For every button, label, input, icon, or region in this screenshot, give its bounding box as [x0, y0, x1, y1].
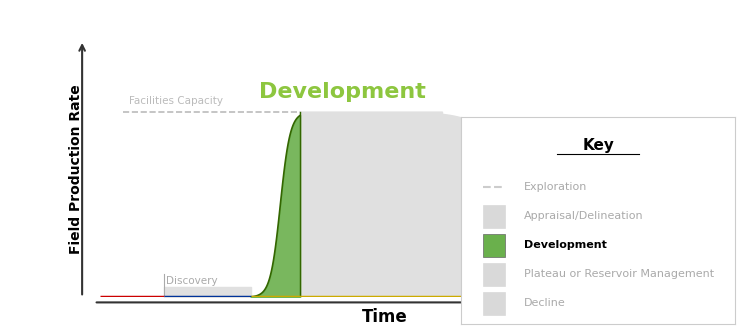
Text: Decline: Decline	[524, 298, 566, 308]
X-axis label: Time: Time	[362, 308, 407, 326]
Text: Discovery: Discovery	[166, 276, 218, 286]
Text: Appraisal/Delineation: Appraisal/Delineation	[524, 211, 644, 221]
Text: Plateau or Reservoir Management: Plateau or Reservoir Management	[524, 269, 714, 279]
Y-axis label: Field Production Rate: Field Production Rate	[69, 84, 82, 254]
FancyBboxPatch shape	[483, 263, 505, 286]
FancyBboxPatch shape	[483, 292, 505, 315]
Text: Facilities Capacity: Facilities Capacity	[129, 96, 223, 106]
Polygon shape	[300, 112, 599, 297]
FancyBboxPatch shape	[483, 205, 505, 228]
Text: Development: Development	[260, 81, 426, 102]
Text: Key: Key	[582, 138, 614, 153]
FancyBboxPatch shape	[483, 234, 505, 257]
Text: Development: Development	[524, 240, 607, 250]
Text: Exploration: Exploration	[524, 182, 587, 192]
Text: Abandonment: Abandonment	[604, 253, 678, 263]
